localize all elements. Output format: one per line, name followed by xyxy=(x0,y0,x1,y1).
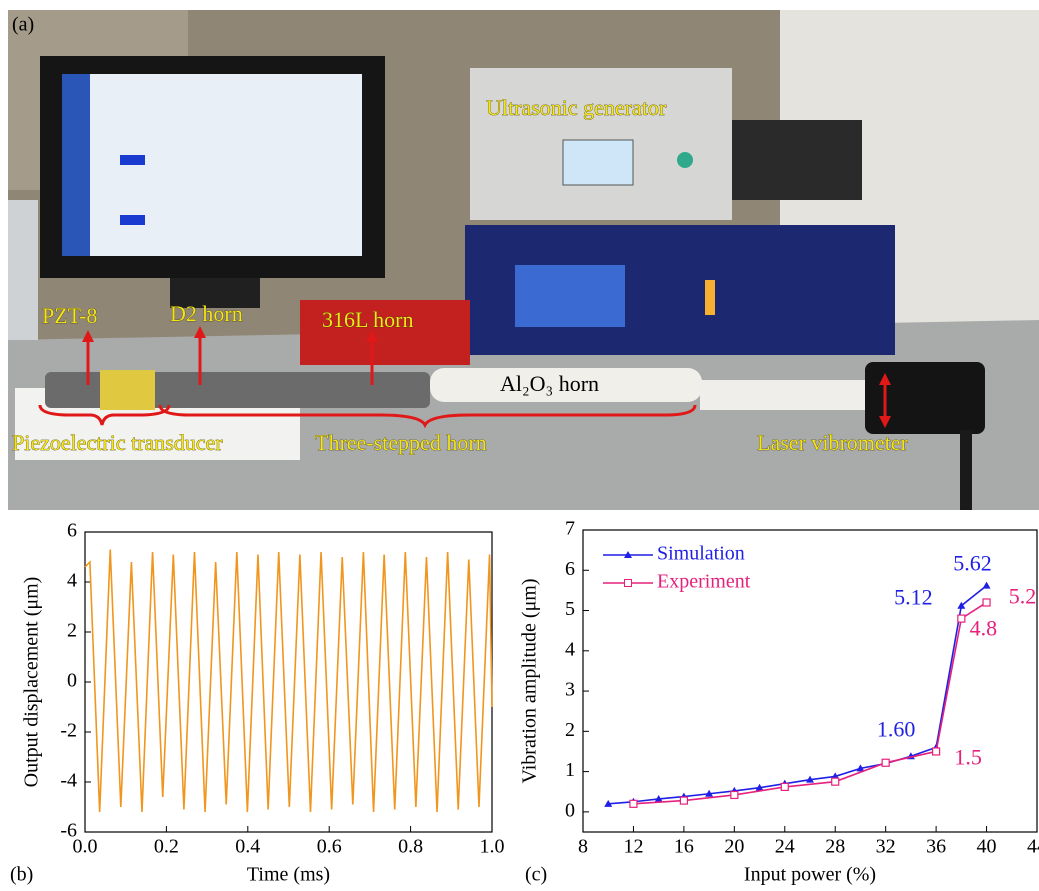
x-tick-label: 8 xyxy=(578,836,588,858)
marker xyxy=(957,601,966,609)
value-label: 5.12 xyxy=(894,585,933,610)
x-tick-label: 12 xyxy=(623,836,643,858)
marker xyxy=(806,775,814,783)
data-line xyxy=(633,601,987,805)
x-tick-label: 32 xyxy=(876,836,896,858)
photo-label: Piezoelectric transducer xyxy=(12,430,223,455)
y-tick-label: 1 xyxy=(565,759,575,781)
photo-label: Three-stepped horn xyxy=(315,430,487,455)
marker xyxy=(982,598,991,607)
value-label: 1.5 xyxy=(954,745,982,770)
data-line xyxy=(608,584,988,805)
x-tick-label: 28 xyxy=(825,836,845,858)
value-label: 5.2 xyxy=(1009,584,1037,609)
panel-label: (b) xyxy=(10,864,33,886)
plot-frame xyxy=(582,529,1038,833)
photo-label: Al₂O₃ horn xyxy=(500,371,599,396)
value-label: 5.62 xyxy=(953,551,992,576)
data-line xyxy=(84,549,493,813)
photo-label: Laser vibrometer xyxy=(757,430,909,455)
panel-label: (a) xyxy=(12,14,34,36)
y-tick-label: -4 xyxy=(60,770,77,792)
y-tick-label: 7 xyxy=(565,518,575,540)
legend-label: Simulation xyxy=(657,543,745,565)
x-axis-title: Input power (%) xyxy=(744,864,876,886)
y-tick-label: 2 xyxy=(67,620,77,642)
marker xyxy=(831,777,840,786)
y-axis-title: Vibration amplitude (μm) xyxy=(519,578,541,783)
photo-label: PZT-8 xyxy=(42,303,97,328)
y-tick-label: 3 xyxy=(565,679,575,701)
value-label: 1.60 xyxy=(877,716,916,741)
marker xyxy=(957,614,966,623)
legend-marker xyxy=(624,579,632,587)
marker xyxy=(730,790,739,800)
y-tick-label: -6 xyxy=(60,820,77,842)
x-tick-label: 20 xyxy=(724,836,744,858)
marker xyxy=(755,783,764,791)
x-tick-label: 44 xyxy=(1027,836,1039,858)
legend-marker xyxy=(624,551,632,558)
y-axis-title: Output displacement (μm) xyxy=(21,577,43,788)
marker xyxy=(654,794,663,802)
x-tick-label: 24 xyxy=(775,836,795,858)
y-tick-label: 0 xyxy=(565,799,575,821)
x-tick-label: 0.0 xyxy=(73,836,98,858)
value-label: 4.8 xyxy=(970,616,998,641)
y-tick-label: 0 xyxy=(67,670,77,692)
marker xyxy=(982,581,991,589)
legend-label: Experiment xyxy=(657,571,751,593)
marker xyxy=(604,799,613,807)
x-axis-title: Time (ms) xyxy=(247,864,330,886)
x-tick-label: 0.4 xyxy=(235,836,260,858)
photo: (a) Ultrasonic generator PZT-8 D2 horn 3… xyxy=(8,10,1039,510)
panel-label: (c) xyxy=(525,864,547,886)
marker xyxy=(679,796,688,805)
marker xyxy=(881,758,890,767)
marker xyxy=(780,782,789,792)
y-tick-label: 6 xyxy=(565,558,575,580)
marker xyxy=(705,789,714,797)
x-tick-label: 40 xyxy=(977,836,997,858)
x-tick-label: 1.0 xyxy=(480,836,505,858)
marker xyxy=(932,747,941,756)
photo-label: Ultrasonic generator xyxy=(486,95,667,120)
x-tick-label: 0.2 xyxy=(154,836,179,858)
y-tick-label: 5 xyxy=(565,598,575,620)
x-tick-label: 16 xyxy=(674,836,694,858)
y-tick-label: 6 xyxy=(67,520,77,542)
y-tick-label: 4 xyxy=(565,638,575,660)
y-tick-label: -2 xyxy=(60,720,77,742)
x-tick-label: 36 xyxy=(926,836,946,858)
marker xyxy=(629,799,638,808)
y-tick-label: 2 xyxy=(565,719,575,741)
x-tick-label: 0.8 xyxy=(398,836,423,858)
photo-label: D2 horn xyxy=(170,301,243,326)
x-tick-label: 0.6 xyxy=(317,836,342,858)
photo-label: 316L horn xyxy=(322,307,413,332)
y-tick-label: 4 xyxy=(67,570,77,592)
marker xyxy=(856,764,865,772)
